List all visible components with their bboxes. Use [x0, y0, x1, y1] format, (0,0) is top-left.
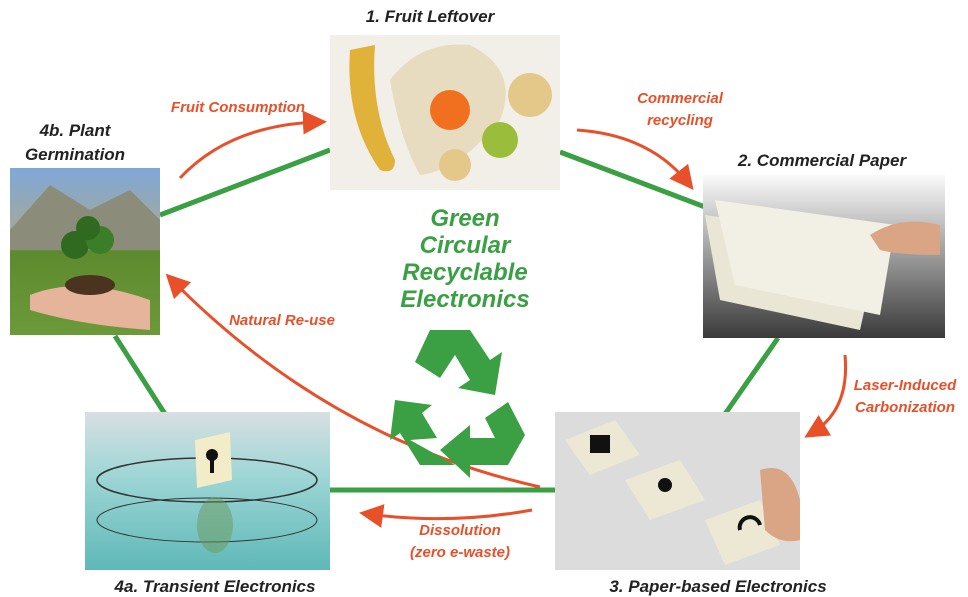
link [112, 334, 168, 416]
edge-label: Commercial [637, 90, 724, 107]
recycle-symbol [390, 330, 525, 478]
paper-image [703, 175, 945, 338]
center-title: Electronics [400, 286, 529, 313]
paper-electronics-image [555, 412, 800, 570]
node-label: 1. Fruit Leftover [366, 7, 496, 26]
center-title: Circular [420, 232, 512, 259]
link [159, 147, 331, 218]
center-title: Green [430, 205, 499, 232]
edge-label: recycling [647, 112, 713, 129]
node-label: 3. Paper-based Electronics [609, 577, 826, 596]
center-title: Recyclable [402, 259, 527, 286]
links [112, 147, 781, 493]
arrow [576, 128, 694, 191]
arrow [165, 273, 541, 489]
node-label: Germination [25, 145, 125, 164]
edge-label: Carbonization [855, 399, 955, 416]
transient-image [85, 412, 330, 570]
arrow [804, 354, 848, 438]
edge-label: Dissolution [419, 522, 501, 539]
edge-label: (zero e-waste) [410, 544, 510, 561]
link [559, 149, 706, 210]
fruit-image [330, 35, 560, 190]
edge-label: Fruit Consumption [171, 99, 305, 116]
link [722, 336, 781, 416]
node-label: 4b. Plant [39, 121, 112, 140]
plant-image [10, 168, 160, 335]
edge-label: Laser-Induced [854, 377, 957, 394]
images [10, 35, 945, 570]
arrow [359, 504, 533, 528]
arrows [165, 110, 848, 528]
node-label: 4a. Transient Electronics [114, 577, 316, 596]
arrow [178, 110, 327, 180]
edge-label: Natural Re-use [229, 312, 335, 329]
node-label: 2. Commercial Paper [737, 151, 908, 170]
